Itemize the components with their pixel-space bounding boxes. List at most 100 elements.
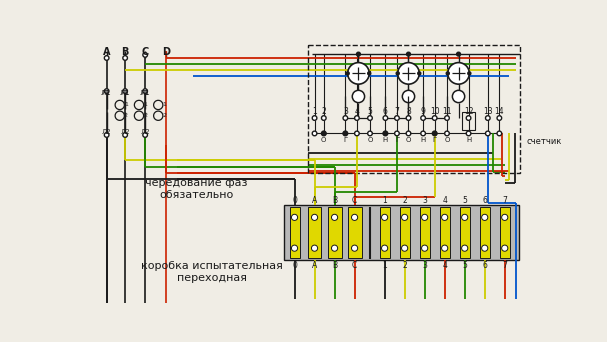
Text: Г: Г bbox=[433, 137, 436, 143]
Text: 6: 6 bbox=[383, 107, 388, 116]
Text: 5: 5 bbox=[368, 107, 373, 116]
Circle shape bbox=[481, 214, 488, 221]
Circle shape bbox=[322, 131, 326, 136]
Bar bbox=[400, 207, 410, 258]
Text: A: A bbox=[312, 196, 317, 205]
Circle shape bbox=[501, 245, 508, 251]
Text: C: C bbox=[141, 47, 149, 57]
Text: 1: 1 bbox=[163, 103, 166, 107]
Text: 12: 12 bbox=[464, 107, 473, 116]
Text: 5: 5 bbox=[463, 196, 467, 205]
Circle shape bbox=[311, 214, 317, 221]
Circle shape bbox=[422, 245, 428, 251]
Text: 6: 6 bbox=[483, 261, 487, 269]
Circle shape bbox=[432, 116, 437, 120]
Circle shape bbox=[322, 116, 326, 120]
Text: 1: 1 bbox=[382, 261, 387, 269]
Circle shape bbox=[383, 116, 388, 120]
Circle shape bbox=[446, 72, 449, 75]
Circle shape bbox=[421, 116, 426, 120]
Circle shape bbox=[344, 132, 347, 135]
Text: B: B bbox=[332, 196, 337, 205]
Circle shape bbox=[343, 131, 348, 136]
Circle shape bbox=[312, 116, 317, 120]
Bar bbox=[290, 207, 300, 258]
Text: Л1: Л1 bbox=[140, 90, 150, 96]
Text: A: A bbox=[312, 261, 317, 269]
Text: 11: 11 bbox=[443, 107, 452, 116]
Text: Н: Н bbox=[466, 137, 471, 143]
Text: О: О bbox=[367, 137, 373, 143]
Text: 8: 8 bbox=[406, 107, 411, 116]
Text: О: О bbox=[444, 137, 450, 143]
Circle shape bbox=[456, 52, 461, 56]
Text: C: C bbox=[352, 196, 357, 205]
Text: 3: 3 bbox=[422, 196, 427, 205]
Text: 2: 2 bbox=[402, 261, 407, 269]
Circle shape bbox=[461, 245, 468, 251]
Circle shape bbox=[123, 56, 127, 60]
Circle shape bbox=[448, 63, 469, 84]
Text: Г: Г bbox=[344, 137, 347, 143]
Text: 2: 2 bbox=[163, 113, 166, 118]
Circle shape bbox=[346, 72, 349, 75]
Circle shape bbox=[351, 245, 358, 251]
Circle shape bbox=[351, 214, 358, 221]
Text: 4: 4 bbox=[354, 107, 359, 116]
Text: 2: 2 bbox=[143, 113, 147, 118]
Bar bbox=[308, 207, 322, 258]
Text: 9: 9 bbox=[421, 107, 426, 116]
Circle shape bbox=[311, 245, 317, 251]
Circle shape bbox=[466, 131, 471, 136]
Circle shape bbox=[354, 116, 359, 120]
Text: Л1: Л1 bbox=[120, 90, 130, 96]
Circle shape bbox=[383, 131, 388, 136]
Circle shape bbox=[501, 214, 508, 221]
Bar bbox=[460, 207, 470, 258]
Circle shape bbox=[406, 131, 411, 136]
Text: 1: 1 bbox=[143, 103, 147, 107]
Circle shape bbox=[497, 131, 501, 136]
Circle shape bbox=[343, 116, 348, 120]
Text: 2: 2 bbox=[402, 196, 407, 205]
Text: 2: 2 bbox=[124, 113, 128, 118]
Bar bbox=[380, 207, 390, 258]
Circle shape bbox=[104, 56, 109, 60]
Text: 0: 0 bbox=[292, 261, 297, 269]
Text: 5: 5 bbox=[463, 261, 467, 269]
Circle shape bbox=[445, 116, 449, 120]
Circle shape bbox=[331, 214, 337, 221]
Circle shape bbox=[123, 133, 127, 137]
Bar bbox=[440, 207, 450, 258]
Circle shape bbox=[143, 53, 148, 57]
Text: Л1: Л1 bbox=[102, 90, 112, 96]
Text: 4: 4 bbox=[443, 261, 447, 269]
Circle shape bbox=[445, 131, 449, 136]
Text: Л1: Л1 bbox=[139, 90, 149, 96]
Text: 0: 0 bbox=[292, 196, 297, 205]
Circle shape bbox=[348, 63, 369, 84]
Text: A: A bbox=[103, 47, 110, 57]
Text: коробка испытательная
переходная: коробка испытательная переходная bbox=[141, 261, 283, 283]
Circle shape bbox=[442, 245, 448, 251]
Circle shape bbox=[384, 132, 387, 135]
Circle shape bbox=[291, 245, 297, 251]
Text: Н: Н bbox=[421, 137, 426, 143]
Circle shape bbox=[486, 131, 490, 136]
Bar bbox=[463, 112, 475, 130]
Text: B: B bbox=[121, 47, 129, 57]
Bar bbox=[308, 45, 520, 173]
Text: Л1: Л1 bbox=[120, 90, 130, 96]
Text: Л2: Л2 bbox=[120, 129, 130, 135]
Circle shape bbox=[395, 131, 399, 136]
Text: Л2: Л2 bbox=[140, 129, 150, 135]
Text: О: О bbox=[321, 137, 327, 143]
Text: О: О bbox=[406, 137, 411, 143]
Circle shape bbox=[497, 116, 501, 120]
Circle shape bbox=[421, 131, 426, 136]
Text: 3: 3 bbox=[343, 107, 348, 116]
Text: 7: 7 bbox=[503, 196, 507, 205]
Circle shape bbox=[486, 116, 490, 120]
Bar bbox=[348, 207, 362, 258]
Text: 1: 1 bbox=[312, 107, 317, 116]
